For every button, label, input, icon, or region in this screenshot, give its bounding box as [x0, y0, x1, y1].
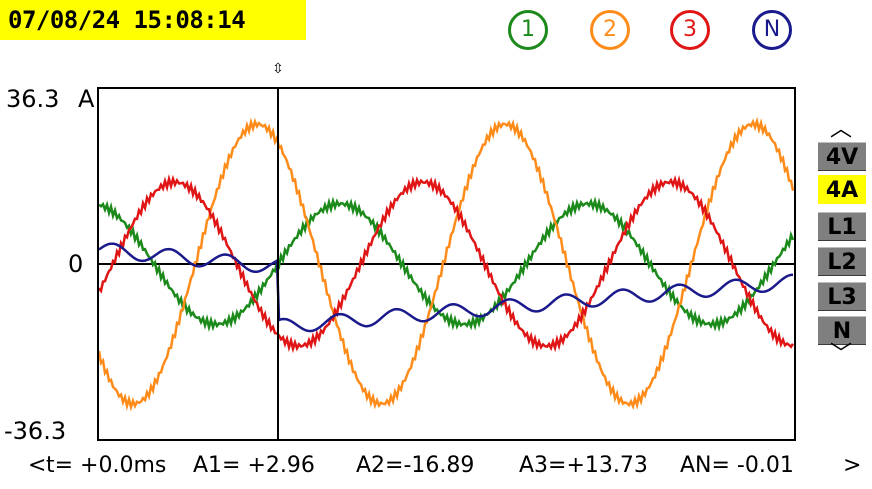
- cursor-marker-icon[interactable]: ⇳: [272, 61, 284, 77]
- y-min-label: -36.3: [4, 417, 67, 445]
- waveform-svg: [99, 89, 794, 439]
- phase-2-indicator[interactable]: 2: [590, 10, 630, 50]
- a1-readout: A1= +2.96: [193, 453, 315, 478]
- phase-3-indicator[interactable]: 3: [670, 10, 710, 50]
- menu-item-n[interactable]: N: [818, 316, 866, 345]
- y-zero-label: 0: [68, 250, 84, 278]
- series-2-line: [99, 116, 794, 412]
- y-max-label: 36.3: [6, 85, 60, 113]
- menu-item-l3[interactable]: L3: [818, 282, 866, 311]
- menu-item-l2[interactable]: L2: [818, 247, 866, 276]
- a2-readout: A2=-16.89: [356, 453, 475, 478]
- series-1-line: [99, 196, 794, 333]
- datetime-display: 07/08/24 15:08:14: [0, 0, 306, 40]
- menu-item-4v[interactable]: 4V: [818, 142, 866, 171]
- phase-1-indicator[interactable]: 1: [508, 10, 548, 50]
- y-unit-label: A: [78, 85, 95, 113]
- waveform-plot[interactable]: [97, 87, 796, 441]
- menu-item-4a[interactable]: 4A: [818, 175, 866, 204]
- series-3-line: [99, 174, 794, 354]
- menu-item-l1[interactable]: L1: [818, 212, 866, 241]
- time-readout: t= +0.0ms: [46, 453, 167, 478]
- series-n-line: [99, 242, 794, 333]
- menu-up-arrow-icon[interactable]: ︿: [829, 117, 852, 142]
- phase-n-indicator[interactable]: N: [752, 10, 792, 50]
- menu-down-arrow-icon[interactable]: ﹀: [829, 342, 852, 367]
- a3-readout: A3=+13.73: [519, 453, 648, 478]
- an-readout: AN= -0.01: [680, 453, 794, 478]
- cursor-right-arrow-icon[interactable]: >: [843, 453, 862, 478]
- measurement-readout: < t= +0.0ms A1= +2.96 A2=-16.89 A3=+13.7…: [0, 449, 872, 483]
- cursor-left-arrow-icon[interactable]: <: [28, 453, 47, 478]
